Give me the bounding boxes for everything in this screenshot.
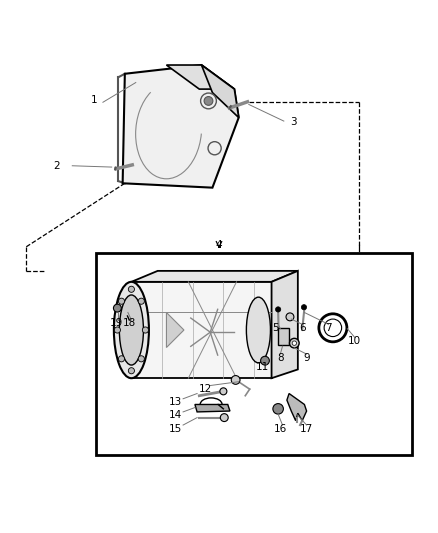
Circle shape	[290, 338, 299, 348]
Polygon shape	[201, 65, 239, 118]
Circle shape	[113, 304, 121, 312]
Text: 18: 18	[123, 318, 136, 328]
Text: 10: 10	[348, 336, 361, 346]
Polygon shape	[131, 282, 272, 378]
Text: 11: 11	[256, 362, 269, 372]
Text: 19: 19	[110, 318, 123, 328]
Circle shape	[276, 307, 281, 312]
Polygon shape	[195, 405, 230, 412]
Circle shape	[118, 298, 124, 304]
Circle shape	[118, 356, 124, 362]
Ellipse shape	[119, 295, 143, 365]
Text: 12: 12	[199, 384, 212, 394]
Polygon shape	[166, 65, 234, 89]
Text: 9: 9	[303, 353, 310, 364]
Text: 5: 5	[272, 323, 279, 333]
Circle shape	[128, 368, 134, 374]
Text: 6: 6	[299, 323, 306, 333]
Circle shape	[138, 356, 145, 362]
Text: 8: 8	[277, 353, 284, 364]
Bar	[278, 328, 289, 345]
Text: 13: 13	[169, 397, 182, 407]
Polygon shape	[272, 271, 298, 378]
Circle shape	[114, 327, 120, 333]
Text: 3: 3	[290, 117, 297, 127]
Text: 15: 15	[169, 424, 182, 433]
Text: 14: 14	[169, 410, 182, 421]
Circle shape	[220, 414, 228, 422]
Bar	[96, 253, 412, 455]
Circle shape	[220, 388, 227, 395]
Text: 1: 1	[91, 95, 98, 105]
Text: 7: 7	[325, 323, 332, 333]
Text: 16: 16	[274, 424, 287, 433]
Text: 2: 2	[53, 161, 60, 171]
Text: 17: 17	[300, 424, 313, 433]
Text: 4: 4	[215, 240, 223, 249]
Ellipse shape	[114, 282, 149, 378]
Circle shape	[261, 356, 269, 365]
Circle shape	[204, 96, 213, 106]
Circle shape	[231, 376, 240, 384]
Circle shape	[324, 319, 342, 336]
Circle shape	[301, 304, 307, 310]
Circle shape	[138, 298, 145, 304]
Circle shape	[128, 286, 134, 292]
Polygon shape	[287, 393, 307, 421]
Polygon shape	[123, 65, 239, 188]
Circle shape	[286, 313, 294, 321]
Polygon shape	[127, 302, 135, 317]
Polygon shape	[166, 312, 184, 348]
Circle shape	[292, 341, 297, 345]
Circle shape	[142, 327, 148, 333]
Ellipse shape	[246, 297, 270, 363]
Polygon shape	[131, 271, 298, 282]
Circle shape	[273, 403, 283, 414]
